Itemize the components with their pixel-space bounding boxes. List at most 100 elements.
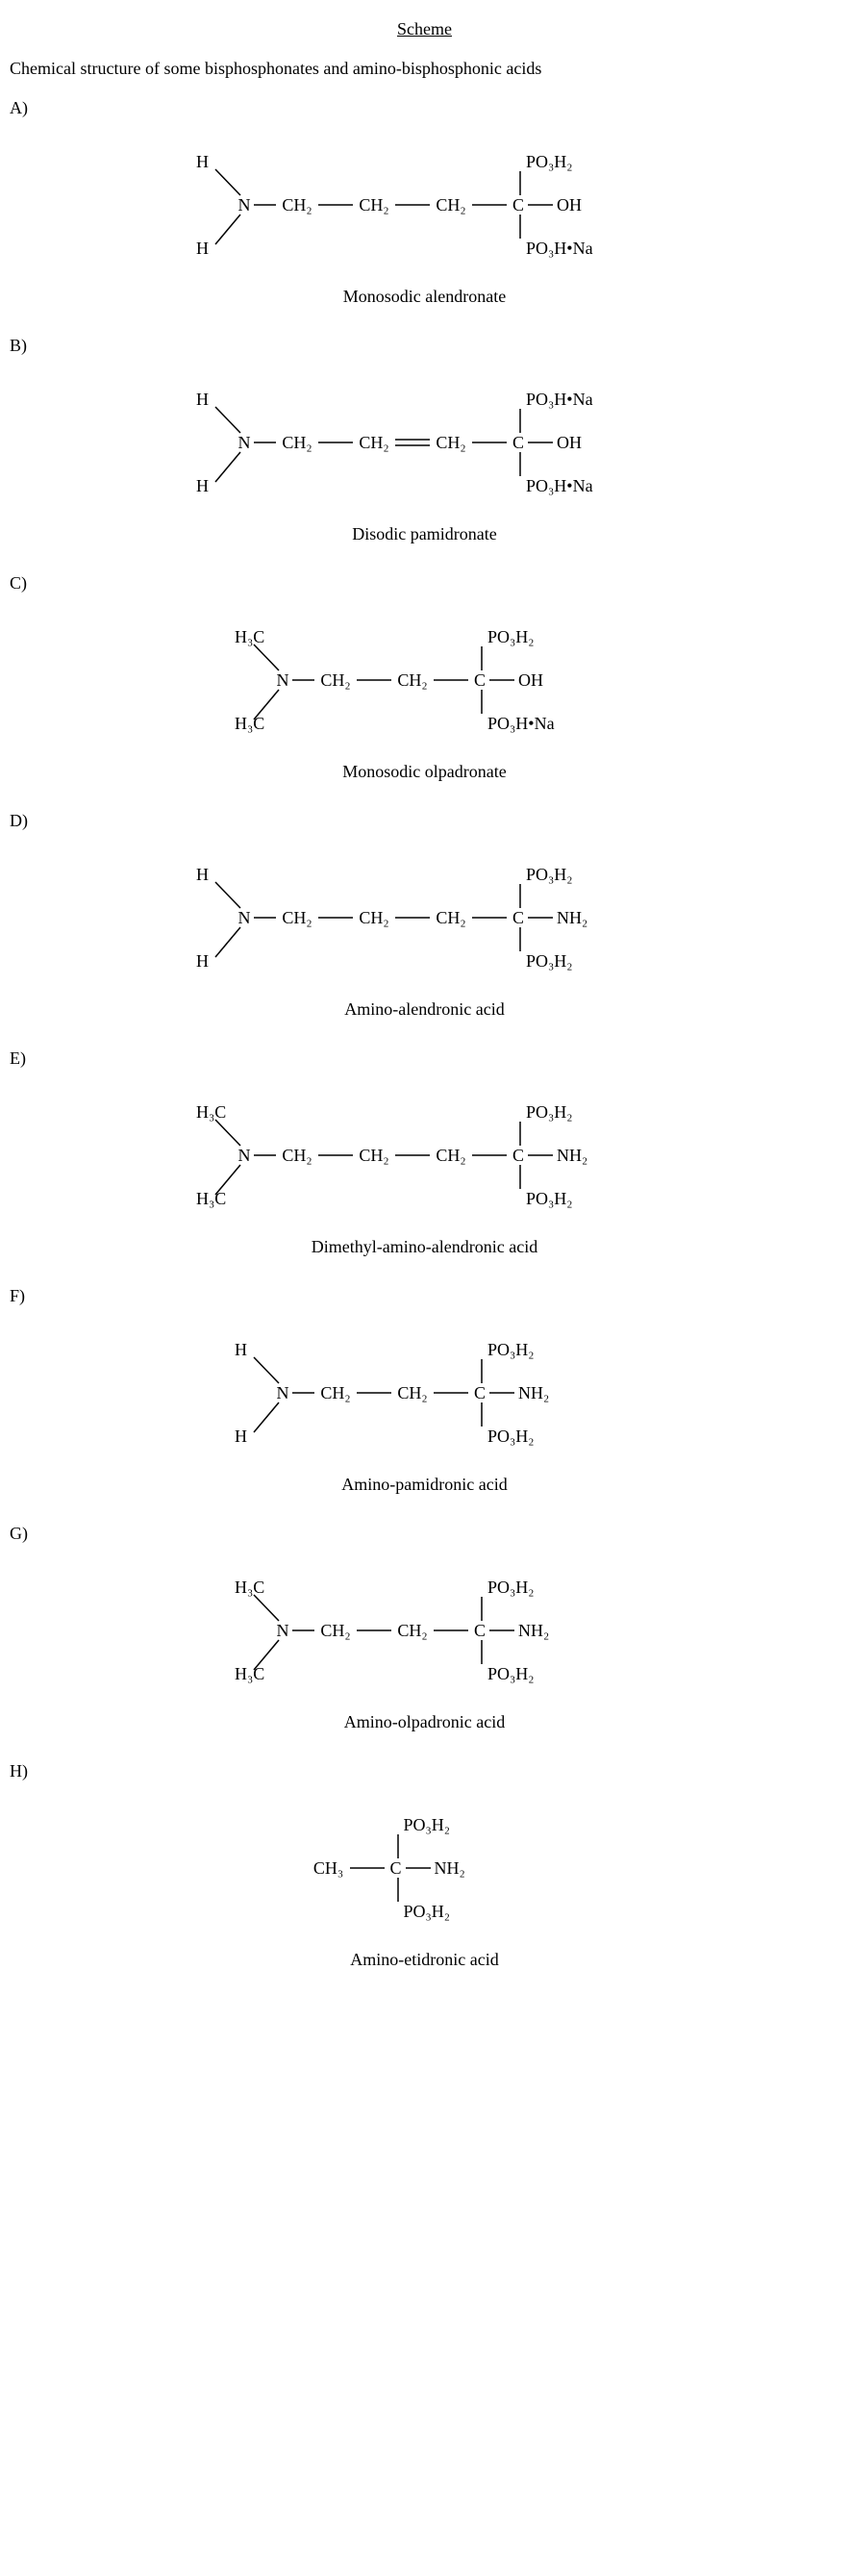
compound-caption: Amino-etidronic acid xyxy=(10,1950,839,1970)
compound-label: E) xyxy=(10,1048,839,1069)
atom-label: PO₃H₂ xyxy=(526,951,573,972)
atom-label: NH₂ xyxy=(557,1146,587,1166)
atom-label: H xyxy=(196,951,209,972)
compound-label: C) xyxy=(10,573,839,593)
atom-label: PO₃H₂ xyxy=(526,1102,573,1123)
compound-entry: B)HHNCH₂CH₂CH₂CPO₃H•NaOHPO₃H•NaDisodic p… xyxy=(10,336,839,544)
atom-label: CH₂ xyxy=(320,1383,350,1403)
atom-label: PO₃H₂ xyxy=(404,1815,451,1835)
atom-label: CH₂ xyxy=(397,1383,427,1403)
atom-label: PO₃H₂ xyxy=(404,1902,451,1922)
atom-label: H₃C xyxy=(235,714,264,734)
compound-caption: Disodic pamidronate xyxy=(10,524,839,544)
compound-caption: Amino-alendronic acid xyxy=(10,999,839,1020)
atom-label: CH₂ xyxy=(282,908,312,928)
compound-label: D) xyxy=(10,811,839,831)
compound-label: A) xyxy=(10,98,839,118)
atom-label: N xyxy=(238,1146,251,1166)
atom-label: CH₂ xyxy=(282,1146,312,1166)
atom-label: CH₂ xyxy=(436,1146,465,1166)
compound-entry: A)HHNCH₂CH₂CH₂CPO₃H₂OHPO₃H•NaMonosodic a… xyxy=(10,98,839,307)
atom-label: C xyxy=(474,670,486,691)
compound-caption: Amino-olpadronic acid xyxy=(10,1712,839,1732)
bond-lines xyxy=(187,860,662,975)
atom-label: CH₃ xyxy=(313,1858,343,1879)
atom-label: C xyxy=(512,195,524,215)
atom-label: N xyxy=(277,1621,289,1641)
atom-label: C xyxy=(512,433,524,453)
structure-wrap: H₃C H₃C N CH₂ CH₂ C PO₃H₂ NH₂ PO₃H₂ xyxy=(10,1573,839,1693)
atom-label: H xyxy=(235,1427,247,1447)
structure-wrap: H₃C H₃C N CH₂ CH₂ CH₂ C PO₃H₂ NH₂ PO₃H₂ xyxy=(10,1098,839,1218)
compound-entry: C)H₃CH₃CNCH₂CH₂CPO₃H₂OHPO₃H•NaMonosodic … xyxy=(10,573,839,782)
atom-label: OH xyxy=(557,433,582,453)
chemical-structure: HHNCH₂CH₂CH₂CPO₃H•NaOHPO₃H•Na xyxy=(187,385,662,500)
chemical-structure: H₃C H₃C N CH₂ CH₂ C PO₃H₂ NH₂ PO₃H₂ xyxy=(225,1573,624,1688)
atom-label: OH xyxy=(518,670,543,691)
atom-label: CH₂ xyxy=(436,908,465,928)
compound-entry: E) H₃C H₃C N CH₂ CH₂ CH₂ C PO₃H₂ NH₂ PO₃H₂ Dimethyl… xyxy=(10,1048,839,1257)
compound-label: G) xyxy=(10,1524,839,1544)
compound-list: A) H H N CH₂ CH₂ CH₂ C PO₃H₂ OH PO₃H•Na Monosodic a… xyxy=(10,98,839,1970)
atom-label: C xyxy=(474,1621,486,1641)
atom-label: PO₃H₂ xyxy=(526,1189,573,1209)
atom-label: CH₂ xyxy=(436,433,465,453)
atom-label: N xyxy=(238,433,251,453)
structure-wrap: HHNCH₂CH₂CH₂CPO₃H₂NH₂PO₃H₂ xyxy=(10,860,839,980)
compound-caption: Monosodic olpadronate xyxy=(10,762,839,782)
structure-wrap: CH₃ C PO₃H₂ NH₂ PO₃H₂ xyxy=(10,1810,839,1931)
atom-label: CH₂ xyxy=(359,1146,388,1166)
compound-label: H) xyxy=(10,1761,839,1781)
atom-label: PO₃H•Na xyxy=(526,476,593,496)
atom-label: H xyxy=(196,152,209,172)
atom-label: PO₃H₂ xyxy=(526,865,573,885)
atom-label: CH₂ xyxy=(397,670,427,691)
atom-label: NH₂ xyxy=(435,1858,465,1879)
atom-label: C xyxy=(512,1146,524,1166)
structure-wrap: HHNCH₂CH₂CPO₃H₂NH₂PO₃H₂ xyxy=(10,1335,839,1455)
compound-entry: H) CH₃ C PO₃H₂ NH₂ PO₃H₂ Amino-etidronic acid xyxy=(10,1761,839,1970)
atom-label: H₃C xyxy=(235,1664,264,1684)
atom-label: H xyxy=(196,390,209,410)
atom-label: PO₃H₂ xyxy=(487,627,535,647)
atom-label: H xyxy=(196,865,209,885)
atom-label: CH₂ xyxy=(359,908,388,928)
atom-label: C xyxy=(389,1858,401,1879)
compound-caption: Dimethyl-amino-alendronic acid xyxy=(10,1237,839,1257)
atom-label: H₃C xyxy=(196,1189,226,1209)
atom-label: NH₂ xyxy=(557,908,587,928)
atom-label: PO₃H•Na xyxy=(487,714,555,734)
atom-label: H xyxy=(235,1340,247,1360)
atom-label: CH₂ xyxy=(320,670,350,691)
atom-label: CH₂ xyxy=(359,433,388,453)
atom-label: H xyxy=(196,476,209,496)
atom-label: CH₂ xyxy=(359,195,388,215)
atom-label: N xyxy=(238,908,251,928)
atom-label: PO₃H₂ xyxy=(487,1340,535,1360)
atom-label: PO₃H•Na xyxy=(526,239,593,259)
compound-caption: Monosodic alendronate xyxy=(10,287,839,307)
atom-label: H₃C xyxy=(196,1102,226,1123)
chemical-structure: HHNCH₂CH₂CH₂CPO₃H₂OHPO₃H•Na xyxy=(187,147,662,263)
atom-label: PO₃H•Na xyxy=(526,390,593,410)
atom-label: CH₂ xyxy=(397,1621,427,1641)
atom-label: H₃C xyxy=(235,1578,264,1598)
atom-label: H xyxy=(196,239,209,259)
atom-label: NH₂ xyxy=(518,1621,549,1641)
atom-label: PO₃H₂ xyxy=(487,1664,535,1684)
atom-label: CH₂ xyxy=(320,1621,350,1641)
scheme-title: Scheme xyxy=(10,19,839,39)
compound-label: B) xyxy=(10,336,839,356)
atom-label: CH₂ xyxy=(436,195,465,215)
atom-label: N xyxy=(238,195,251,215)
atom-label: N xyxy=(277,1383,289,1403)
atom-label: NH₂ xyxy=(518,1383,549,1403)
compound-entry: D)HHNCH₂CH₂CH₂CPO₃H₂NH₂PO₃H₂Amino-alendr… xyxy=(10,811,839,1020)
atom-label: PO₃H₂ xyxy=(487,1578,535,1598)
compound-caption: Amino-pamidronic acid xyxy=(10,1475,839,1495)
structure-wrap: HHNCH₂CH₂CH₂CPO₃H•NaOHPO₃H•Na xyxy=(10,385,839,505)
bond-lines xyxy=(187,1098,662,1213)
chemical-structure: H₃CH₃CNCH₂CH₂CPO₃H₂OHPO₃H•Na xyxy=(225,622,624,738)
chemical-structure: HHNCH₂CH₂CH₂CPO₃H₂NH₂PO₃H₂ xyxy=(187,860,662,975)
atom-label: OH xyxy=(557,195,582,215)
